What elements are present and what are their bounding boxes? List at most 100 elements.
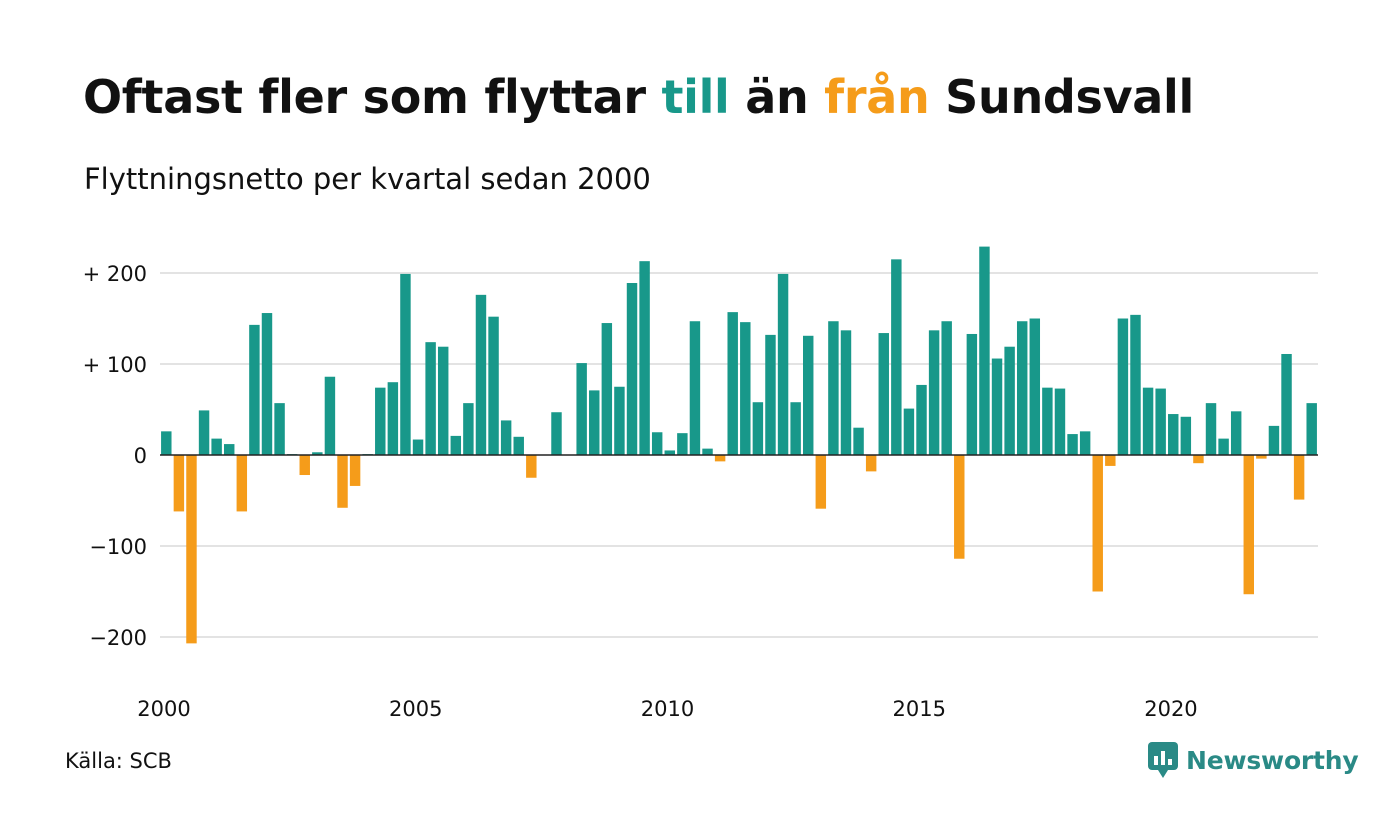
bar-positive <box>1268 425 1280 455</box>
bar-positive <box>639 261 650 455</box>
bar-positive <box>400 273 411 455</box>
chart-subtitle: Flyttningsnetto per kvartal sedan 2000 <box>84 162 651 196</box>
bar-positive <box>274 403 285 455</box>
y-tick-label: + 200 <box>83 262 147 286</box>
bar-negative <box>1256 455 1267 459</box>
bar-positive <box>198 410 210 455</box>
bar-positive <box>991 358 1003 455</box>
bar-positive <box>1281 353 1292 455</box>
bar-positive <box>1130 314 1141 455</box>
bar-positive <box>1042 387 1053 455</box>
bar-positive <box>1054 388 1066 455</box>
bar-negative <box>1105 455 1116 466</box>
brand-name: Newsworthy <box>1186 745 1359 775</box>
bar-positive <box>1205 403 1217 455</box>
bar-positive <box>1155 388 1166 455</box>
brand-logo: Newsworthy <box>1148 742 1359 778</box>
bar-negative <box>186 455 197 644</box>
bar-negative <box>173 455 185 512</box>
bar-positive <box>916 384 927 455</box>
bar-positive <box>1004 346 1015 455</box>
bar-positive <box>551 412 562 455</box>
bar-positive <box>211 438 222 455</box>
bar-positive <box>1117 318 1129 455</box>
bar-positive <box>437 346 449 455</box>
x-tick-label: 2010 <box>641 697 694 721</box>
x-tick-label: 2005 <box>389 697 442 721</box>
bar-positive <box>891 259 902 455</box>
bar-positive <box>1218 438 1229 455</box>
bar-positive <box>626 283 638 455</box>
bar-positive <box>500 420 512 455</box>
x-tick-label: 2015 <box>892 697 945 721</box>
bar-positive <box>475 294 487 455</box>
bar-positive <box>324 376 336 455</box>
bar-positive <box>488 316 499 455</box>
bar-positive <box>161 431 172 455</box>
bar-negative <box>236 455 248 512</box>
bar-positive <box>840 330 852 455</box>
chart-bubble-icon <box>1148 742 1178 778</box>
title-text-middle: än <box>729 70 825 124</box>
bar-positive <box>966 333 978 455</box>
bar-positive <box>1230 411 1242 455</box>
bar-negative <box>1243 455 1254 595</box>
bar-negative <box>865 455 877 472</box>
bar-positive <box>1180 416 1192 455</box>
bar-positive <box>1079 431 1091 455</box>
bar-negative <box>954 455 965 559</box>
y-tick-label: −100 <box>89 535 147 559</box>
title-text-end: Sundsvall <box>929 70 1194 124</box>
bar-positive <box>513 436 524 455</box>
bar-positive <box>664 450 675 455</box>
bar-positive <box>1306 403 1317 455</box>
bar-positive <box>702 448 713 455</box>
bar-negative <box>714 455 726 462</box>
bar-positive <box>412 439 424 455</box>
bar-positive <box>828 321 839 455</box>
bar-positive <box>601 323 613 455</box>
bar-positive <box>677 433 688 455</box>
y-tick-label: + 100 <box>83 353 147 377</box>
bar-positive <box>853 427 864 455</box>
bar-positive <box>790 402 801 455</box>
bar-positive <box>1029 318 1041 455</box>
bar-negative <box>337 455 348 508</box>
chart-title: Oftast fler som flyttar till än från Sun… <box>83 70 1194 124</box>
bar-positive <box>450 435 462 455</box>
bar-positive <box>224 444 235 455</box>
bar-positive <box>463 403 474 455</box>
bar-negative <box>299 455 310 476</box>
bar-negative <box>815 455 827 509</box>
bar-positive <box>1067 434 1078 455</box>
x-tick-label: 2000 <box>137 697 190 721</box>
bar-positive <box>727 312 738 455</box>
bar-positive <box>375 387 386 455</box>
bar-positive <box>261 313 273 455</box>
bar-positive <box>589 390 600 455</box>
bar-positive <box>1016 321 1028 455</box>
bar-positive <box>878 333 889 455</box>
bar-positive <box>651 432 663 455</box>
source-credit: Källa: SCB <box>65 749 172 773</box>
x-tick-label: 2020 <box>1144 697 1197 721</box>
bar-positive <box>740 322 751 455</box>
title-highlight-till: till <box>661 70 730 124</box>
bar-positive <box>425 342 436 455</box>
bar-positive <box>249 324 260 455</box>
bar-positive <box>1168 414 1179 455</box>
bar-positive <box>614 386 625 455</box>
bar-positive <box>752 402 764 455</box>
bar-negative <box>526 455 537 478</box>
bar-negative <box>1193 455 1204 464</box>
bar-positive <box>387 382 399 455</box>
title-text-start: Oftast fler som flyttar <box>83 70 662 124</box>
bar-positive <box>312 452 323 455</box>
bar-positive <box>1142 387 1154 455</box>
bar-positive <box>903 408 915 455</box>
bar-negative <box>1092 455 1103 592</box>
bar-positive <box>803 335 814 455</box>
bar-positive <box>941 321 952 455</box>
y-tick-label: −200 <box>89 626 147 650</box>
